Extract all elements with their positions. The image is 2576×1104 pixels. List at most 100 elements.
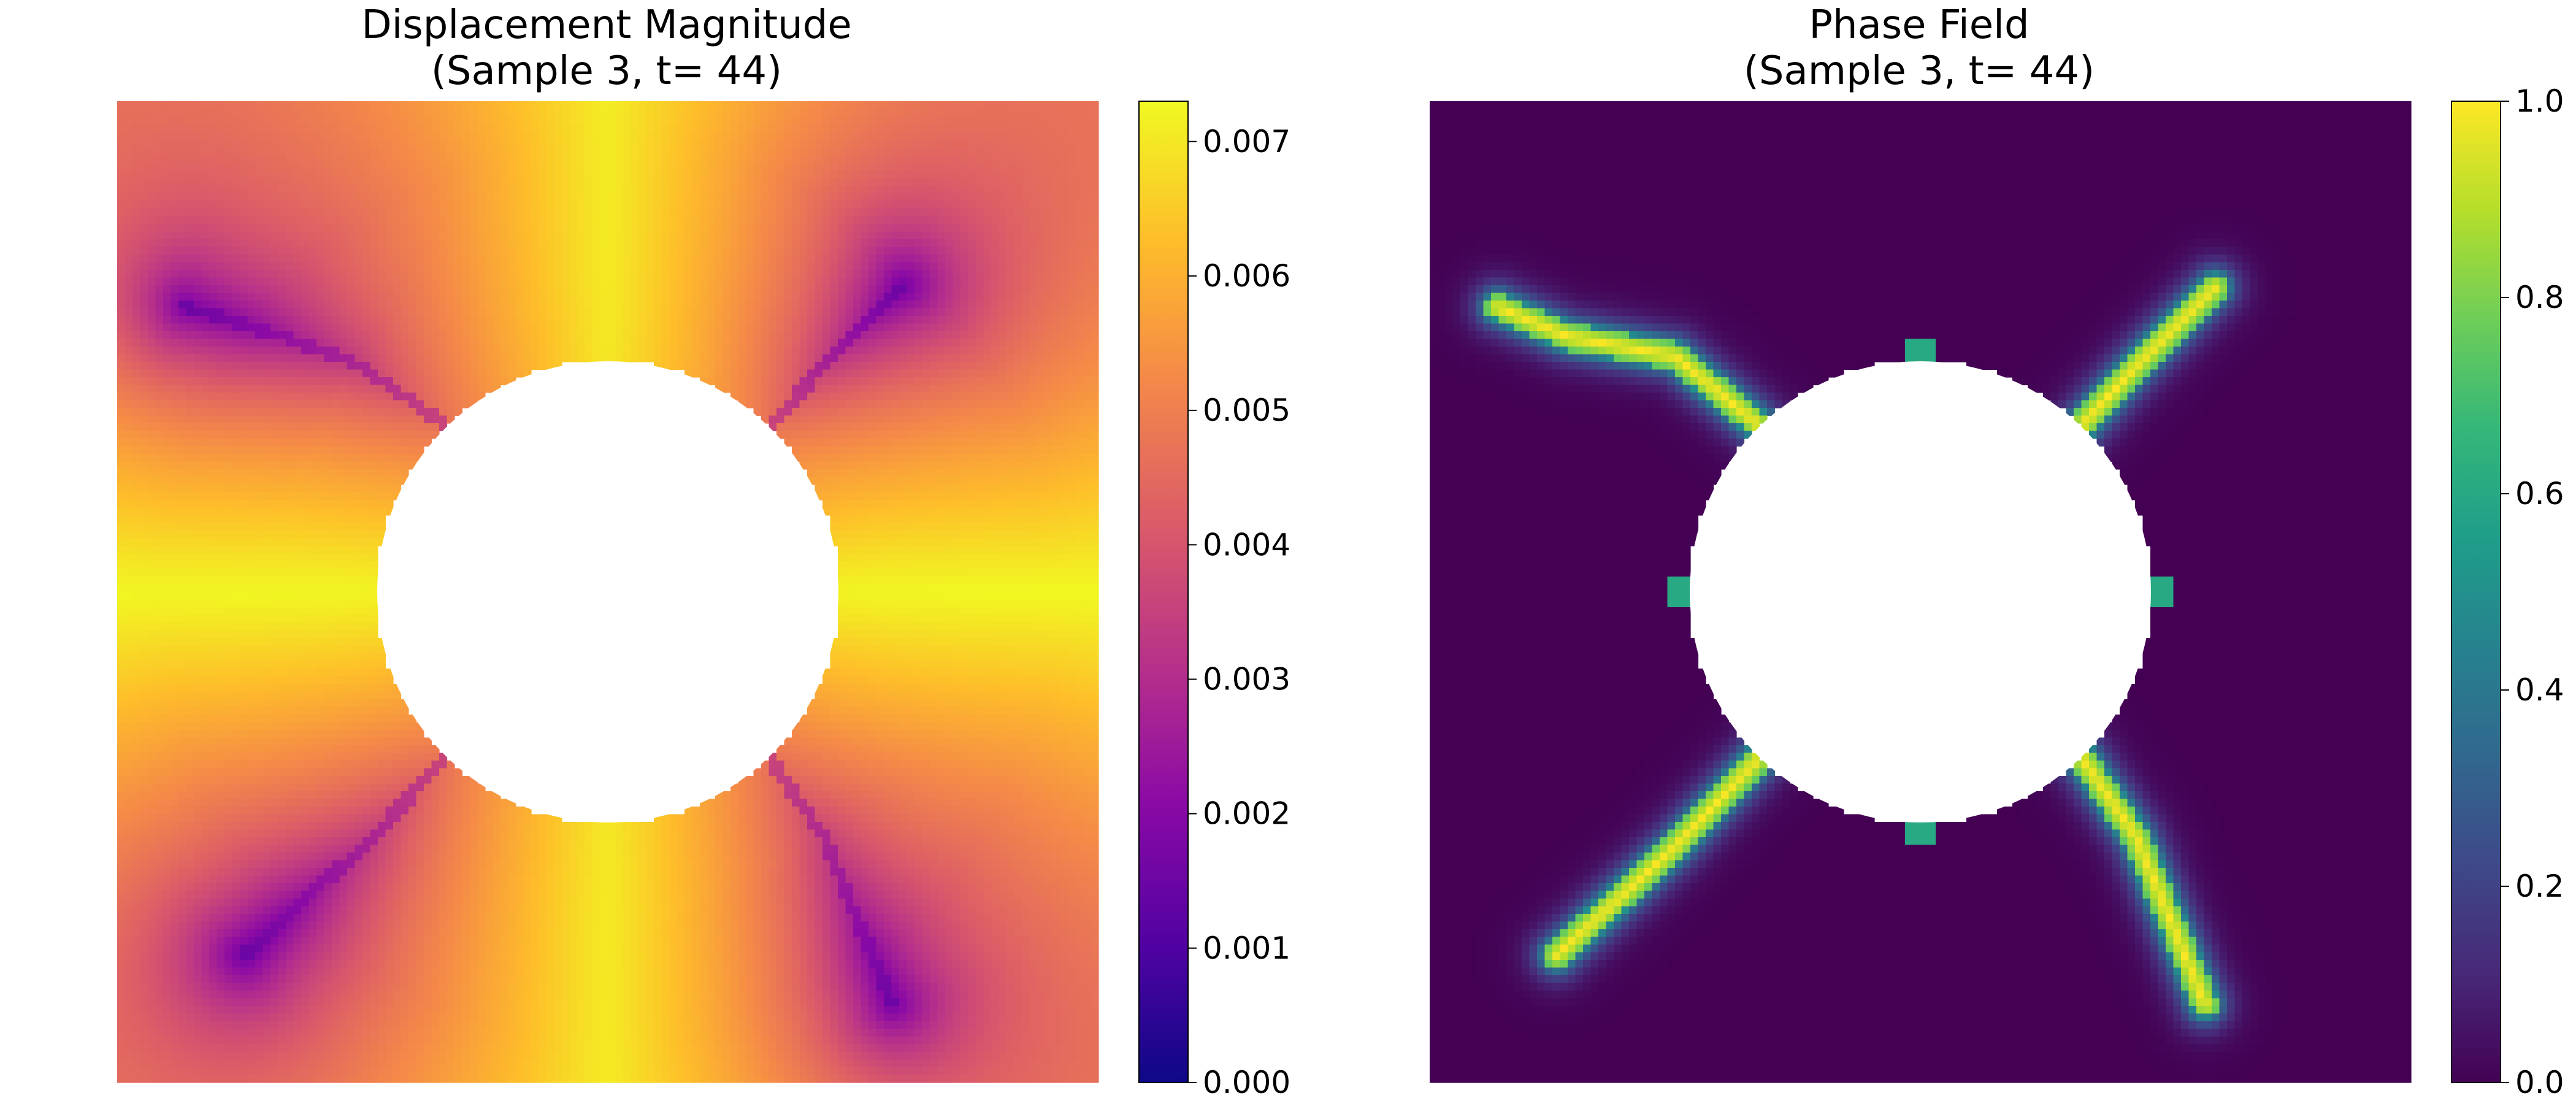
heatmap-cell	[293, 293, 302, 301]
heatmap-cell	[968, 239, 976, 248]
heatmap-cell	[707, 132, 716, 140]
heatmap-cell	[416, 109, 424, 117]
heatmap-cell	[355, 393, 363, 401]
heatmap-cell	[600, 231, 608, 240]
heatmap-cell	[585, 308, 593, 316]
heatmap-cell	[247, 369, 256, 378]
heatmap-cell	[907, 170, 915, 178]
heatmap-cell	[286, 109, 294, 117]
heatmap-cell	[140, 193, 148, 202]
heatmap-cell	[178, 339, 187, 347]
heatmap-cell	[631, 323, 639, 332]
heatmap-cell	[914, 163, 923, 171]
heatmap-cell	[1014, 369, 1022, 378]
heatmap-cell	[700, 209, 708, 217]
heatmap-cell	[661, 293, 670, 301]
heatmap-cell	[999, 301, 1007, 309]
heatmap-cell	[286, 308, 294, 316]
heatmap-cell	[677, 247, 685, 255]
heatmap-cell	[838, 163, 846, 171]
heatmap-cell	[516, 262, 524, 270]
heatmap-cell	[316, 377, 325, 386]
heatmap-cell	[240, 132, 248, 140]
heatmap-cell	[385, 400, 394, 408]
heatmap-cell	[792, 239, 800, 248]
heatmap-cell	[799, 101, 808, 110]
heatmap-cell	[608, 339, 616, 347]
heatmap-cell	[746, 262, 754, 270]
heatmap-cell	[171, 285, 179, 294]
heatmap-cell	[922, 139, 930, 148]
heatmap-cell	[631, 262, 639, 270]
heatmap-cell	[293, 216, 302, 224]
heatmap-cell	[723, 178, 731, 186]
heatmap-cell	[508, 247, 516, 255]
heatmap-cell	[508, 255, 516, 263]
heatmap-cell	[163, 224, 172, 232]
heatmap-cell	[201, 316, 210, 324]
heatmap-cell	[439, 163, 448, 171]
heatmap-cell	[638, 347, 647, 355]
heatmap-cell	[439, 331, 448, 340]
heatmap-cell	[125, 185, 133, 194]
heatmap-cell	[447, 385, 455, 393]
heatmap-cell	[922, 155, 930, 163]
heatmap-cell	[171, 124, 179, 132]
heatmap-cell	[715, 224, 724, 232]
heatmap-cell	[293, 308, 302, 316]
heatmap-cell	[577, 331, 586, 340]
heatmap-cell	[761, 147, 770, 156]
heatmap-cell	[861, 369, 869, 378]
heatmap-cell	[416, 354, 424, 362]
heatmap-cell	[884, 293, 892, 301]
heatmap-cell	[401, 331, 409, 340]
heatmap-cell	[815, 132, 823, 140]
heatmap-cell	[669, 331, 678, 340]
heatmap-cell	[508, 301, 516, 309]
heatmap-cell	[309, 331, 317, 340]
heatmap-cell	[232, 285, 240, 294]
heatmap-cell	[416, 400, 424, 408]
heatmap-cell	[408, 331, 417, 340]
heatmap-cell	[868, 308, 877, 316]
heatmap-cell	[999, 293, 1007, 301]
heatmap-cell	[339, 101, 348, 110]
heatmap-cell	[546, 354, 555, 362]
heatmap-cell	[953, 255, 961, 263]
heatmap-cell	[247, 316, 256, 324]
heatmap-cell	[899, 385, 908, 393]
heatmap-cell	[523, 139, 532, 148]
heatmap-cell	[500, 117, 509, 125]
heatmap-cell	[278, 293, 286, 301]
heatmap-cell	[815, 323, 823, 332]
heatmap-cell	[424, 247, 432, 255]
heatmap-cell	[424, 293, 432, 301]
heatmap-cell	[1037, 308, 1046, 316]
heatmap-cell	[968, 101, 976, 110]
heatmap-cell	[707, 239, 716, 248]
heatmap-cell	[178, 400, 187, 408]
heatmap-cell	[661, 170, 670, 178]
heatmap-cell	[516, 277, 524, 286]
heatmap-cell	[861, 316, 869, 324]
heatmap-cell	[286, 201, 294, 209]
heatmap-cell	[799, 323, 808, 332]
heatmap-cell	[876, 132, 884, 140]
heatmap-cell	[132, 155, 141, 163]
heatmap-cell	[562, 155, 570, 163]
heatmap-cell	[730, 209, 739, 217]
heatmap-cell	[646, 308, 654, 316]
heatmap-cell	[462, 369, 470, 378]
heatmap-cell	[968, 316, 976, 324]
heatmap-cell	[937, 293, 946, 301]
heatmap-cell	[1045, 400, 1053, 408]
heatmap-cell	[861, 277, 869, 286]
heatmap-cell	[178, 239, 187, 248]
heatmap-cell	[224, 339, 233, 347]
heatmap-cell	[746, 255, 754, 263]
heatmap-cell	[700, 132, 708, 140]
heatmap-cell	[1075, 231, 1084, 240]
heatmap-cell	[1091, 347, 1099, 355]
heatmap-cell	[953, 285, 961, 294]
heatmap-cell	[416, 124, 424, 132]
